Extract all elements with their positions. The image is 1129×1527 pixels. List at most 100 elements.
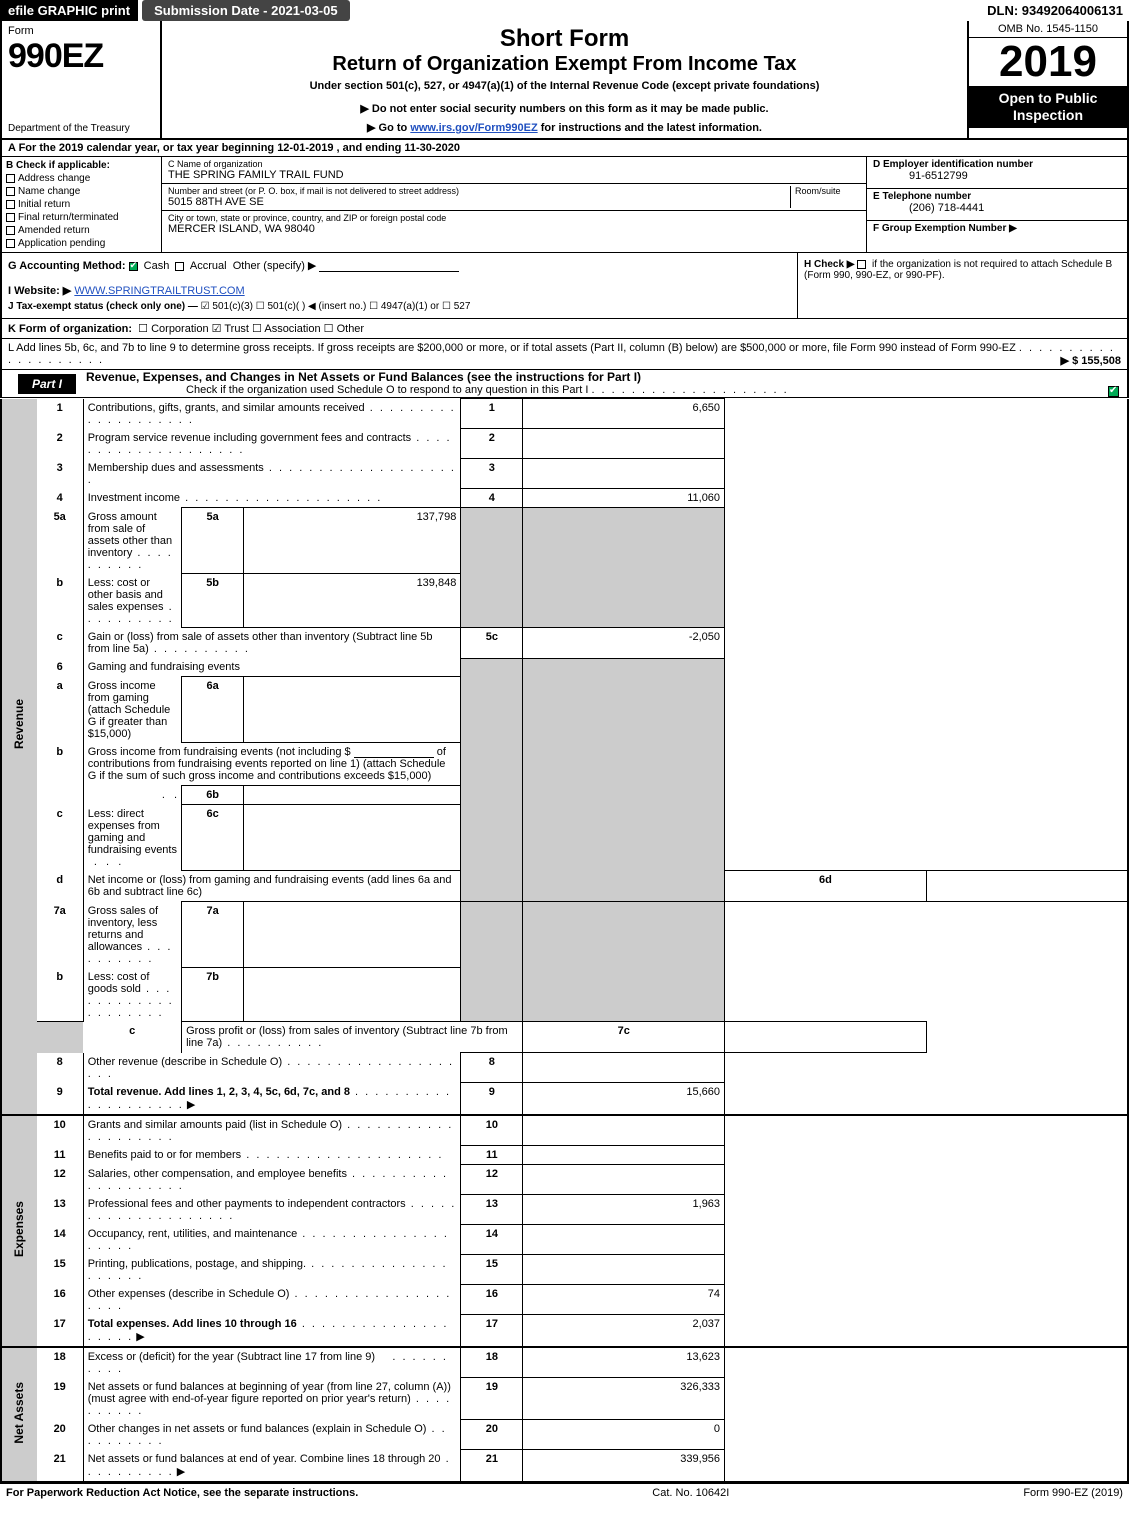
part-1-title: Revenue, Expenses, and Changes in Net As…	[76, 370, 1127, 384]
line-13-desc: Professional fees and other payments to …	[88, 1198, 406, 1210]
tax-exempt-label: J Tax-exempt status (check only one) —	[8, 301, 201, 312]
row-g-h: G Accounting Method: Cash Accrual Other …	[0, 253, 1129, 319]
line-20-desc: Other changes in net assets or fund bala…	[88, 1423, 427, 1435]
line-16-desc: Other expenses (describe in Schedule O)	[88, 1288, 290, 1300]
line-6d-desc: Net income or (loss) from gaming and fun…	[83, 871, 461, 902]
checkbox-cash[interactable]	[129, 262, 138, 271]
box-b: B Check if applicable: Address change Na…	[2, 157, 162, 252]
line-10-value	[523, 1115, 725, 1146]
form-header: Form 990EZ Department of the Treasury Sh…	[0, 21, 1129, 140]
checkbox-name-change[interactable]	[6, 187, 15, 196]
other-method-fill[interactable]	[319, 271, 459, 272]
line-19-value: 326,333	[523, 1378, 725, 1420]
org-name-label: C Name of organization	[168, 159, 860, 169]
line-6b-inner-value	[244, 786, 461, 805]
form-version: Form 990-EZ (2019)	[1023, 1487, 1123, 1499]
form-of-org-options: ☐ Corporation ☑ Trust ☐ Association ☐ Ot…	[138, 323, 364, 335]
line-11-value	[523, 1146, 725, 1165]
address-label: Number and street (or P. O. box, if mail…	[168, 186, 790, 196]
line-9-value: 15,660	[523, 1083, 725, 1115]
line-14-value	[523, 1225, 725, 1255]
tax-exempt-options: ☑ 501(c)(3) ☐ 501(c)( ) ◀ (insert no.) ☐…	[201, 301, 471, 312]
group-exemption-label: F Group Exemption Number ▶	[873, 223, 1121, 234]
checkbox-accrual[interactable]	[175, 262, 184, 271]
part-1-tab: Part I	[18, 374, 76, 394]
efile-print-button[interactable]: efile GRAPHIC print	[0, 0, 138, 21]
line-2-value	[523, 429, 725, 459]
line-2-desc: Program service revenue including govern…	[88, 432, 411, 444]
line-14-desc: Occupancy, rent, utilities, and maintena…	[88, 1228, 298, 1240]
form-number: 990EZ	[8, 37, 154, 76]
tax-period-row: A For the 2019 calendar year, or tax yea…	[0, 140, 1129, 157]
net-assets-side-label: Net Assets	[1, 1347, 37, 1482]
line-10-desc: Grants and similar amounts paid (list in…	[88, 1119, 342, 1131]
page-footer: For Paperwork Reduction Act Notice, see …	[0, 1483, 1129, 1502]
line-6a-inner-value	[244, 677, 461, 743]
goto-instructions: ▶ Go to www.irs.gov/Form990EZ for instru…	[170, 121, 959, 134]
checkbox-schedule-o[interactable]	[1108, 386, 1119, 397]
dln-number: DLN: 93492064006131	[981, 0, 1129, 21]
revenue-table: Revenue 1 Contributions, gifts, grants, …	[0, 398, 1129, 1483]
checkbox-schedule-b[interactable]	[857, 260, 866, 269]
line-21-value: 339,956	[523, 1450, 725, 1482]
city-label: City or town, state or province, country…	[168, 213, 860, 223]
website-label: I Website: ▶	[8, 285, 71, 297]
phone-value: (206) 718-4441	[873, 202, 1121, 214]
under-section-text: Under section 501(c), 527, or 4947(a)(1)…	[170, 80, 959, 92]
line-7c-value	[725, 1022, 927, 1053]
revenue-side-label: Revenue	[1, 399, 37, 1053]
line-6c-desc: Less: direct expenses from gaming and fu…	[88, 808, 177, 856]
line-5a-inner-value: 137,798	[244, 508, 461, 574]
line-19-desc: Net assets or fund balances at beginning…	[88, 1381, 451, 1405]
no-ssn-warning: ▶ Do not enter social security numbers o…	[170, 102, 959, 115]
box-k-row: K Form of organization: ☐ Corporation ☑ …	[0, 319, 1129, 339]
line-18-value: 13,623	[523, 1347, 725, 1378]
checkbox-initial-return[interactable]	[6, 200, 15, 209]
line-4-desc: Investment income	[88, 492, 180, 504]
line-6-desc: Gaming and fundraising events	[83, 658, 461, 677]
box-b-title: B Check if applicable:	[6, 159, 157, 172]
line-15-value	[523, 1255, 725, 1285]
line-5b-desc: Less: cost or other basis and sales expe…	[88, 577, 164, 613]
box-l-row: L Add lines 5b, 6c, and 7b to line 9 to …	[0, 339, 1129, 370]
line-7b-inner-value	[244, 968, 461, 1022]
box-def: D Employer identification number 91-6512…	[867, 157, 1127, 252]
submission-date-badge: Submission Date - 2021-03-05	[142, 0, 350, 21]
paperwork-notice: For Paperwork Reduction Act Notice, see …	[6, 1487, 358, 1499]
omb-number: OMB No. 1545-1150	[969, 21, 1127, 38]
line-17-desc: Total expenses. Add lines 10 through 16	[88, 1318, 297, 1330]
part-1-sub: Check if the organization used Schedule …	[186, 384, 588, 396]
line-6c-inner-value	[244, 805, 461, 871]
box-h-label: H Check ▶	[804, 259, 854, 270]
phone-label: E Telephone number	[873, 191, 1121, 202]
checkbox-application-pending[interactable]	[6, 239, 15, 248]
line-6d-value	[926, 871, 1128, 902]
line-21-desc: Net assets or fund balances at end of ye…	[88, 1453, 441, 1465]
line-6a-desc: Gross income from gaming (attach Schedul…	[83, 677, 181, 743]
catalog-number: Cat. No. 10642I	[652, 1487, 729, 1499]
address: 5015 88TH AVE SE	[168, 196, 790, 208]
line-5b-inner-value: 139,848	[244, 574, 461, 628]
line-17-value: 2,037	[523, 1315, 725, 1347]
line-5c-desc: Gain or (loss) from sale of assets other…	[88, 631, 433, 655]
checkbox-final-return[interactable]	[6, 213, 15, 222]
org-name: THE SPRING FAMILY TRAIL FUND	[168, 169, 860, 181]
line-7a-inner-value	[244, 902, 461, 968]
part-1-header: Part I Revenue, Expenses, and Changes in…	[0, 370, 1129, 398]
line-3-value	[523, 459, 725, 489]
line-6b-desc: Gross income from fundraising events (no…	[83, 743, 461, 786]
gross-receipts-text: L Add lines 5b, 6c, and 7b to line 9 to …	[8, 342, 1016, 354]
line-20-value: 0	[523, 1420, 725, 1450]
irs-form-link[interactable]: www.irs.gov/Form990EZ	[410, 122, 537, 134]
checkbox-amended-return[interactable]	[6, 226, 15, 235]
accounting-method-label: G Accounting Method:	[8, 260, 126, 272]
open-to-public: Open to Public Inspection	[969, 86, 1127, 128]
checkbox-address-change[interactable]	[6, 174, 15, 183]
line-1-value: 6,650	[523, 399, 725, 429]
box-c: C Name of organization THE SPRING FAMILY…	[162, 157, 867, 252]
line-13-value: 1,963	[523, 1195, 725, 1225]
form-label: Form	[8, 25, 154, 37]
line-9-desc: Total revenue. Add lines 1, 2, 3, 4, 5c,…	[88, 1086, 350, 1098]
ein-value: 91-6512799	[873, 170, 1121, 182]
website-link[interactable]: WWW.SPRINGTRAILTRUST.COM	[74, 285, 244, 297]
